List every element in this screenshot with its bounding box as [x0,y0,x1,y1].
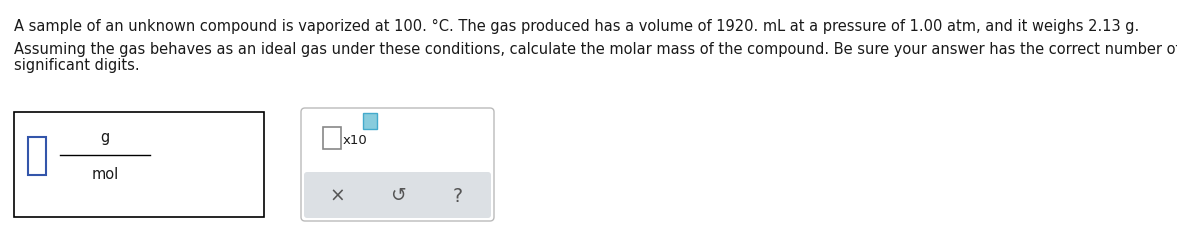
Text: ×: × [330,187,345,205]
Text: mol: mol [92,167,119,182]
Text: ↺: ↺ [390,187,406,205]
FancyBboxPatch shape [304,172,491,218]
Bar [363,113,377,129]
Bar [14,112,264,217]
Text: x10: x10 [343,134,367,147]
Text: g: g [100,130,109,145]
Text: significant digits.: significant digits. [14,58,140,73]
Text: Assuming the gas behaves as an ideal gas under these conditions, calculate the m: Assuming the gas behaves as an ideal gas… [14,42,1177,57]
Bar [322,127,341,149]
Bar [28,137,46,175]
Text: ?: ? [453,187,463,205]
Text: A sample of an unknown compound is vaporized at 100. °C. The gas produced has a : A sample of an unknown compound is vapor… [14,19,1139,34]
FancyBboxPatch shape [301,108,494,221]
